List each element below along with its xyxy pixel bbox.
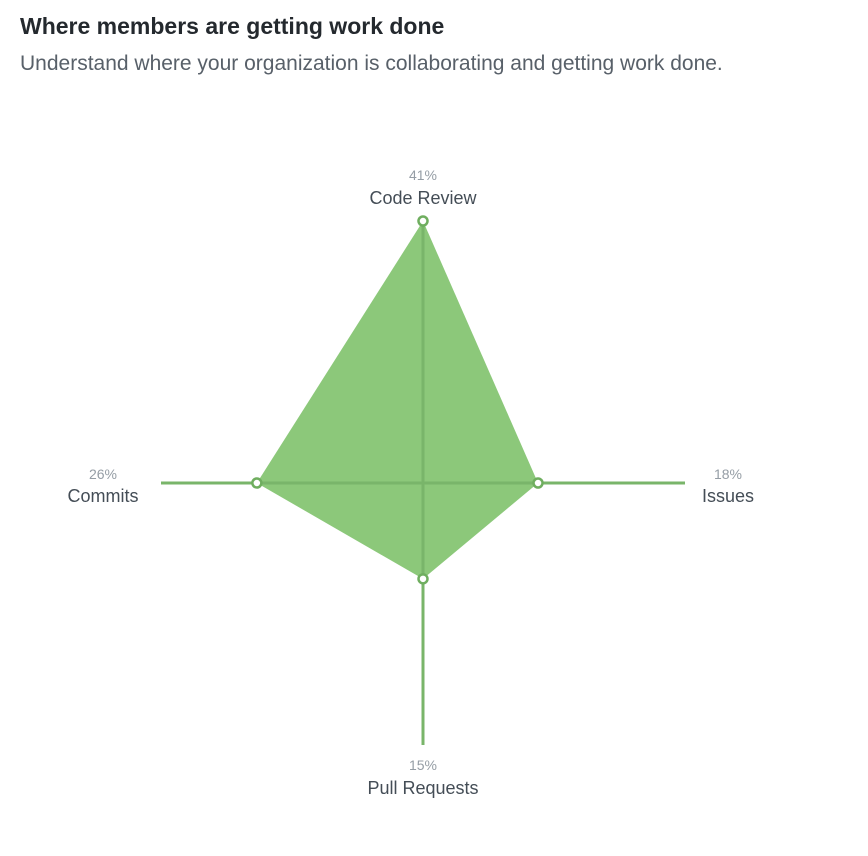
axis-label-code-review: Code Review — [369, 188, 477, 208]
radar-crosshair — [256, 221, 539, 579]
data-point-commits[interactable] — [251, 477, 263, 489]
radar-area-group — [256, 221, 539, 579]
data-point-issues[interactable] — [532, 477, 544, 489]
value-label-issues: 18% — [714, 466, 742, 482]
axis-label-issues: Issues — [702, 486, 754, 506]
value-label-code-review: 41% — [409, 167, 437, 183]
axis-label-pull-requests: Pull Requests — [367, 778, 478, 798]
data-point-code-review[interactable] — [417, 215, 429, 227]
header: Where members are getting work done Unde… — [20, 10, 820, 79]
page-title: Where members are getting work done — [20, 13, 445, 39]
value-label-commits: 26% — [89, 466, 117, 482]
value-label-pull-requests: 15% — [409, 757, 437, 773]
data-point-pull-requests[interactable] — [417, 573, 429, 585]
radar-points — [251, 215, 544, 585]
radar-labels: 41% Code Review 18% Issues 15% Pull Requests 2… — [68, 167, 755, 798]
radar-area — [256, 221, 539, 579]
page-subtitle: Understand where your organization is co… — [20, 52, 723, 75]
axis-label-commits: Commits — [68, 486, 139, 506]
